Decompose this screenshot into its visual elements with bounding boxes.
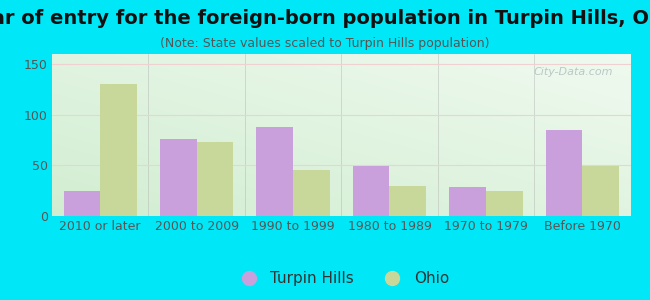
Bar bbox=[160, 139, 196, 216]
Text: Year of entry for the foreign-born population in Turpin Hills, Ohio: Year of entry for the foreign-born popul… bbox=[0, 9, 650, 28]
Bar bbox=[100, 84, 137, 216]
Bar bbox=[486, 191, 523, 216]
Bar bbox=[353, 167, 389, 216]
Bar bbox=[256, 127, 293, 216]
Bar bbox=[196, 142, 233, 216]
Text: (Note: State values scaled to Turpin Hills population): (Note: State values scaled to Turpin Hil… bbox=[161, 38, 489, 50]
Legend: Turpin Hills, Ohio: Turpin Hills, Ohio bbox=[227, 266, 455, 292]
Bar bbox=[64, 191, 100, 216]
Bar bbox=[449, 187, 486, 216]
Bar bbox=[545, 130, 582, 216]
Bar bbox=[293, 170, 330, 216]
Bar bbox=[582, 167, 619, 216]
Text: City-Data.com: City-Data.com bbox=[534, 67, 613, 77]
Bar bbox=[389, 186, 426, 216]
